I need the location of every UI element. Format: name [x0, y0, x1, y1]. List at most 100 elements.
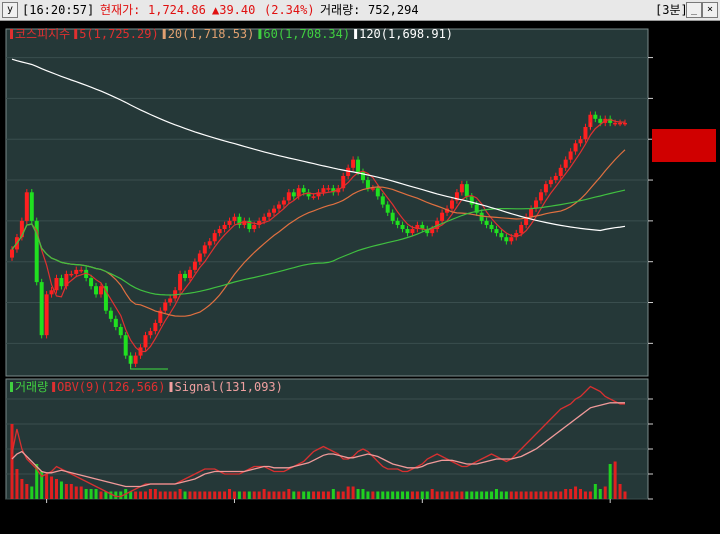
candle	[593, 114, 598, 119]
candle	[19, 220, 24, 238]
volume-value: 752,294	[368, 3, 419, 17]
candle	[59, 278, 64, 287]
candle	[192, 261, 197, 270]
legend-swatch	[10, 29, 13, 39]
candle	[296, 188, 301, 197]
candle	[74, 269, 79, 274]
candle	[489, 224, 494, 230]
volume-bar	[129, 491, 133, 499]
volume-bar	[494, 489, 498, 499]
candle	[445, 208, 450, 213]
current-price: 1,724.86	[148, 3, 206, 17]
volume-bar	[54, 479, 58, 499]
candle	[98, 286, 103, 295]
volume-bar	[608, 464, 612, 499]
volume-bar	[475, 491, 479, 499]
candle	[410, 229, 415, 234]
candle	[212, 233, 217, 242]
volume-bar	[361, 489, 365, 499]
candle	[237, 216, 242, 225]
legend-swatch	[74, 29, 78, 39]
candle	[558, 167, 563, 176]
volume-bar	[504, 491, 508, 499]
volume-bar	[109, 491, 113, 499]
volume-bar	[94, 489, 98, 499]
candle	[291, 192, 296, 197]
volume-bar	[574, 486, 578, 499]
candle	[148, 331, 153, 336]
candle	[103, 286, 108, 311]
price-legend-item: 20(1,718.53)	[168, 27, 255, 41]
volume-label: 거래량:	[320, 3, 361, 17]
candle	[262, 216, 267, 221]
candle	[553, 175, 558, 181]
candle	[504, 237, 509, 242]
menu-icon[interactable]: y	[2, 2, 18, 18]
price-change: ▲39.40	[212, 3, 256, 17]
volume-bar	[198, 491, 202, 499]
volume-bar	[613, 461, 617, 499]
volume-bar	[331, 489, 335, 499]
ma5-line	[11, 118, 625, 353]
title-bar: y [16:20:57] 현재가: 1,724.86 ▲39.40 (2.34%…	[0, 0, 720, 21]
volume-bar	[262, 489, 266, 499]
candle	[459, 184, 464, 193]
candle	[163, 302, 168, 311]
candle	[440, 212, 445, 221]
low-leader	[130, 356, 168, 370]
candle	[257, 220, 262, 225]
volume-bar	[376, 491, 380, 499]
candle	[613, 122, 618, 125]
candle	[118, 327, 123, 336]
volume-bar	[45, 474, 49, 499]
volume-bar	[79, 486, 83, 499]
price-legend-item: 코스피지수	[15, 27, 70, 41]
volume-bar	[509, 491, 513, 499]
volume-bar	[188, 491, 192, 499]
volume-bar	[257, 491, 261, 499]
volume-bar	[208, 491, 212, 499]
volume-bar	[242, 491, 246, 499]
price-panel	[5, 28, 649, 377]
candle	[84, 269, 89, 279]
volume-bar	[524, 491, 528, 499]
candle	[494, 229, 499, 234]
price-legend-item: 120(1,698.91)	[359, 27, 453, 41]
volume-bar	[470, 491, 474, 499]
volume-bar	[163, 491, 167, 499]
volume-bar	[267, 491, 271, 499]
time-label: [16:20:57]	[22, 3, 95, 17]
candle	[425, 229, 430, 234]
candle	[415, 224, 420, 230]
volume-bar	[232, 491, 236, 499]
volume-bar	[356, 489, 360, 499]
last-price-box	[652, 129, 716, 162]
volume-bar	[549, 491, 553, 499]
volume-bar	[569, 489, 573, 499]
candle	[474, 204, 479, 213]
timeframe-button[interactable]: [3분]	[655, 3, 688, 17]
candle	[197, 253, 202, 262]
price-change-pct: (2.34%)	[264, 3, 315, 17]
candle	[356, 159, 361, 172]
volume-bar	[460, 491, 464, 499]
close-icon[interactable]: ×	[702, 2, 718, 18]
candle	[583, 126, 588, 140]
volume-bar	[20, 479, 24, 499]
volume-bar	[396, 491, 400, 499]
candle	[207, 241, 212, 246]
candle	[187, 269, 192, 279]
ma120-line	[11, 58, 626, 232]
candle	[543, 184, 548, 193]
minimize-icon[interactable]: _	[686, 2, 702, 18]
candle	[484, 220, 489, 225]
volume-bar	[480, 491, 484, 499]
volume-bar	[30, 486, 34, 499]
volume-bar	[178, 489, 182, 499]
volume-bar	[583, 491, 587, 499]
candle	[390, 212, 395, 221]
volume-bar	[618, 484, 622, 499]
volume-bar	[50, 476, 54, 499]
stock-chart[interactable]: 코스피지수 5(1,725.29) 20(1,718.53) 60(1,708.34)…	[0, 21, 720, 534]
volume-bar	[40, 471, 44, 499]
